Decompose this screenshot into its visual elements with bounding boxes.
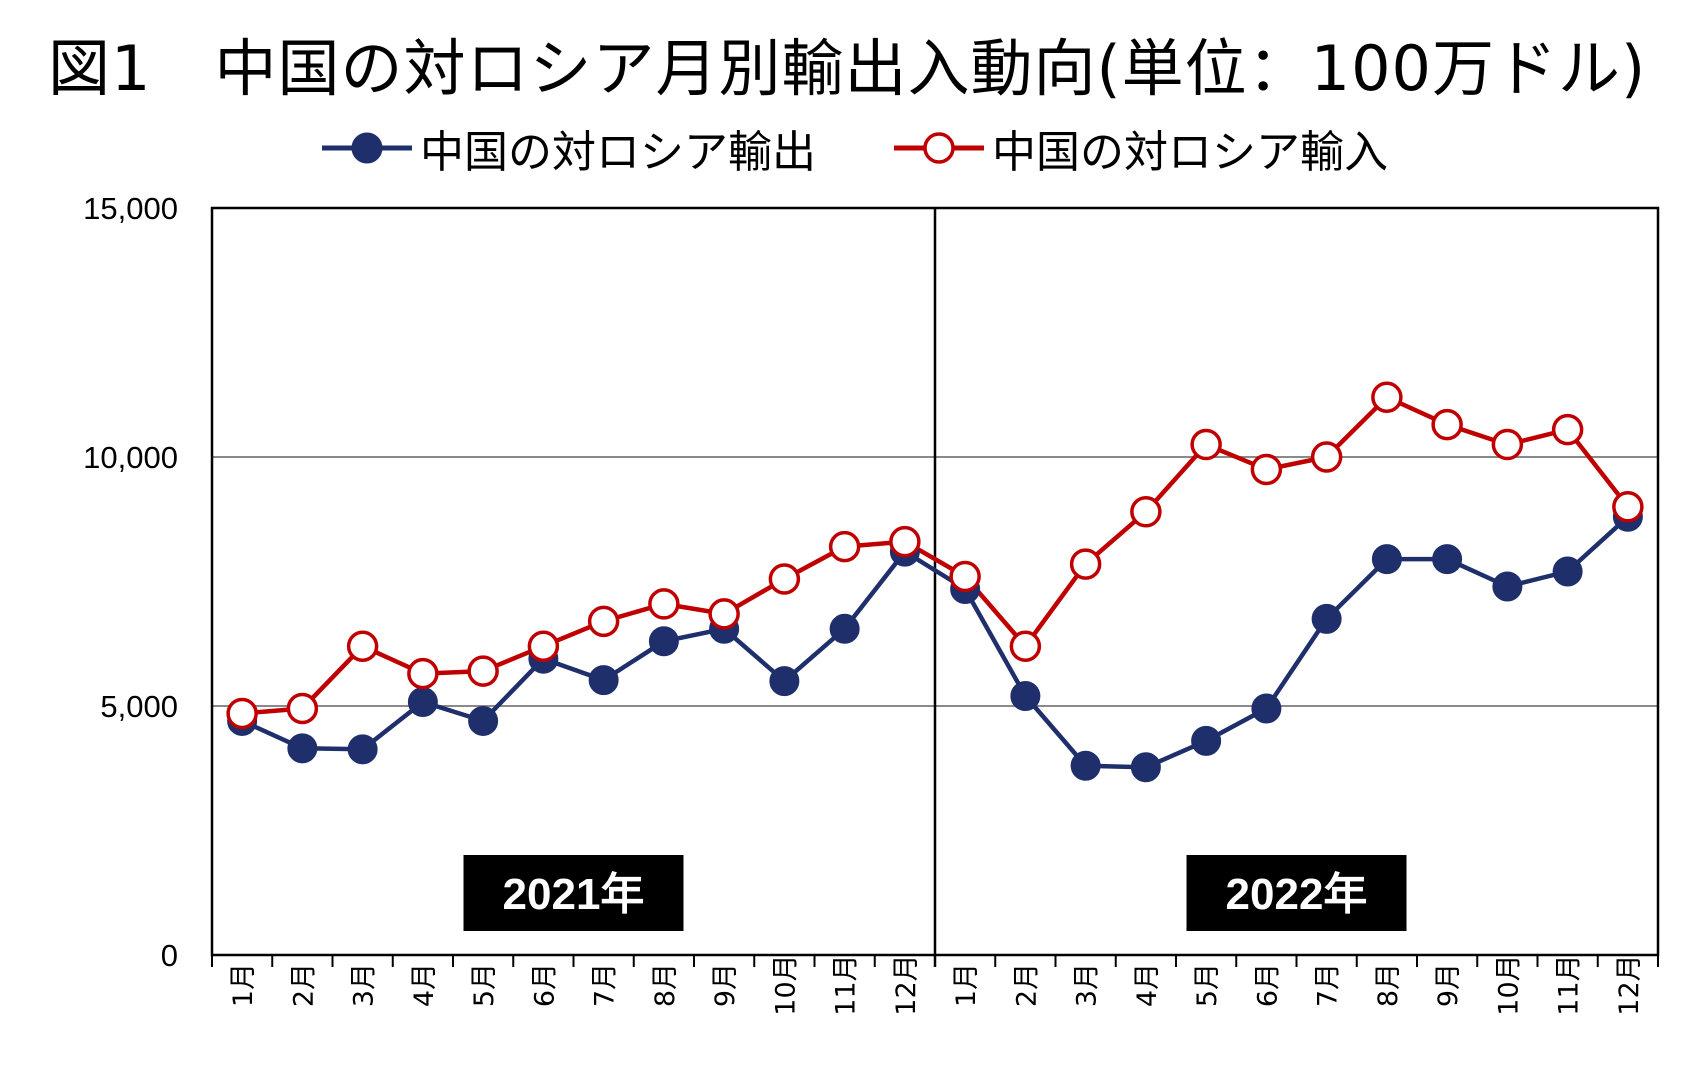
legend-export-marker-icon [322, 132, 412, 164]
y-tick-label: 5,000 [100, 689, 178, 724]
legend: 中国の対ロシア輸出 中国の対ロシア輸入 [322, 118, 1466, 178]
import-point [949, 560, 981, 593]
import-point [407, 657, 439, 690]
x-tick-label: 1月 [228, 963, 259, 1007]
x-tick-label: 5月 [1192, 963, 1223, 1007]
import-point [1130, 496, 1162, 528]
export-point [1371, 544, 1402, 575]
export-point [1492, 571, 1523, 602]
x-tick-label: 12月 [891, 954, 922, 1015]
export-point [829, 613, 860, 644]
y-tick-label: 15,000 [83, 191, 178, 226]
export-point [648, 626, 679, 657]
x-tick-label: 11月 [831, 954, 862, 1015]
x-tick-label: 6月 [529, 963, 560, 1007]
x-tick-label: 2月 [1011, 963, 1042, 1007]
x-tick-label: 7月 [590, 963, 621, 1007]
import-point [527, 630, 560, 662]
x-tick-label: 12月 [1614, 954, 1645, 1015]
legend-label-export: 中国の対ロシア輸出 [420, 127, 816, 178]
export-point [287, 733, 318, 764]
x-tick-label: 2月 [288, 963, 319, 1007]
import-point [768, 563, 801, 595]
import-point [467, 655, 499, 687]
import-point [1371, 381, 1403, 413]
export-point [347, 734, 378, 765]
x-tick-label: 6月 [1252, 963, 1283, 1007]
x-tick-label: 9月 [710, 963, 741, 1007]
import-point [286, 692, 319, 725]
chart-title: 図1 中国の対ロシア月別輸出入動向(単位：100万ドル) [48, 32, 1647, 105]
import-point [828, 530, 861, 563]
x-tick-label: 10月 [1493, 954, 1524, 1015]
legend-item-export: 中国の対ロシア輸出 [322, 116, 816, 180]
import-point [1310, 441, 1343, 473]
x-tick-label: 9月 [1433, 963, 1464, 1007]
export-point [588, 665, 619, 696]
period-label-box [463, 855, 684, 931]
legend-import-marker-icon [894, 132, 984, 164]
export-point [1191, 725, 1222, 756]
export-point [1432, 544, 1463, 575]
x-tick-label: 1月 [951, 963, 982, 1007]
x-tick-label: 7月 [1313, 963, 1344, 1007]
import-point [1551, 413, 1584, 446]
x-tick-label: 8月 [1373, 963, 1404, 1007]
export-point [1130, 752, 1161, 783]
y-tick-label: 10,000 [83, 440, 178, 475]
x-tick-label: 3月 [349, 963, 380, 1007]
export-point [769, 666, 800, 697]
period-label-box [1186, 855, 1407, 931]
export-point [1070, 750, 1101, 781]
period-label: 2022年 [1226, 870, 1368, 919]
import-point [1612, 491, 1644, 523]
import-point [346, 630, 379, 662]
y-tick-label: 0 [161, 938, 178, 973]
export-point [407, 687, 438, 718]
import-point [587, 605, 620, 638]
import-point [1431, 408, 1463, 441]
import-point [226, 697, 258, 730]
period-label: 2021年 [503, 870, 645, 919]
export-point [1552, 556, 1583, 587]
import-point [1190, 428, 1222, 461]
legend-label-import: 中国の対ロシア輸入 [992, 127, 1388, 178]
x-tick-label: 4月 [1132, 963, 1163, 1007]
export-point [468, 705, 499, 736]
export-point [1251, 693, 1282, 724]
import-point [1009, 630, 1042, 662]
x-tick-label: 4月 [409, 963, 440, 1007]
import-point [708, 598, 740, 630]
export-point [1010, 681, 1041, 712]
import-point [1069, 548, 1102, 580]
export-point [1311, 603, 1342, 634]
x-tick-label: 10月 [770, 954, 801, 1015]
legend-item-import: 中国の対ロシア輸入 [894, 116, 1388, 180]
import-point [1250, 453, 1283, 486]
x-tick-label: 11月 [1554, 954, 1585, 1015]
x-tick-label: 5月 [469, 963, 500, 1007]
import-point [1491, 428, 1524, 461]
import-point [648, 588, 680, 620]
x-tick-label: 8月 [650, 963, 681, 1007]
x-tick-label: 3月 [1072, 963, 1103, 1007]
import-point [889, 525, 921, 558]
